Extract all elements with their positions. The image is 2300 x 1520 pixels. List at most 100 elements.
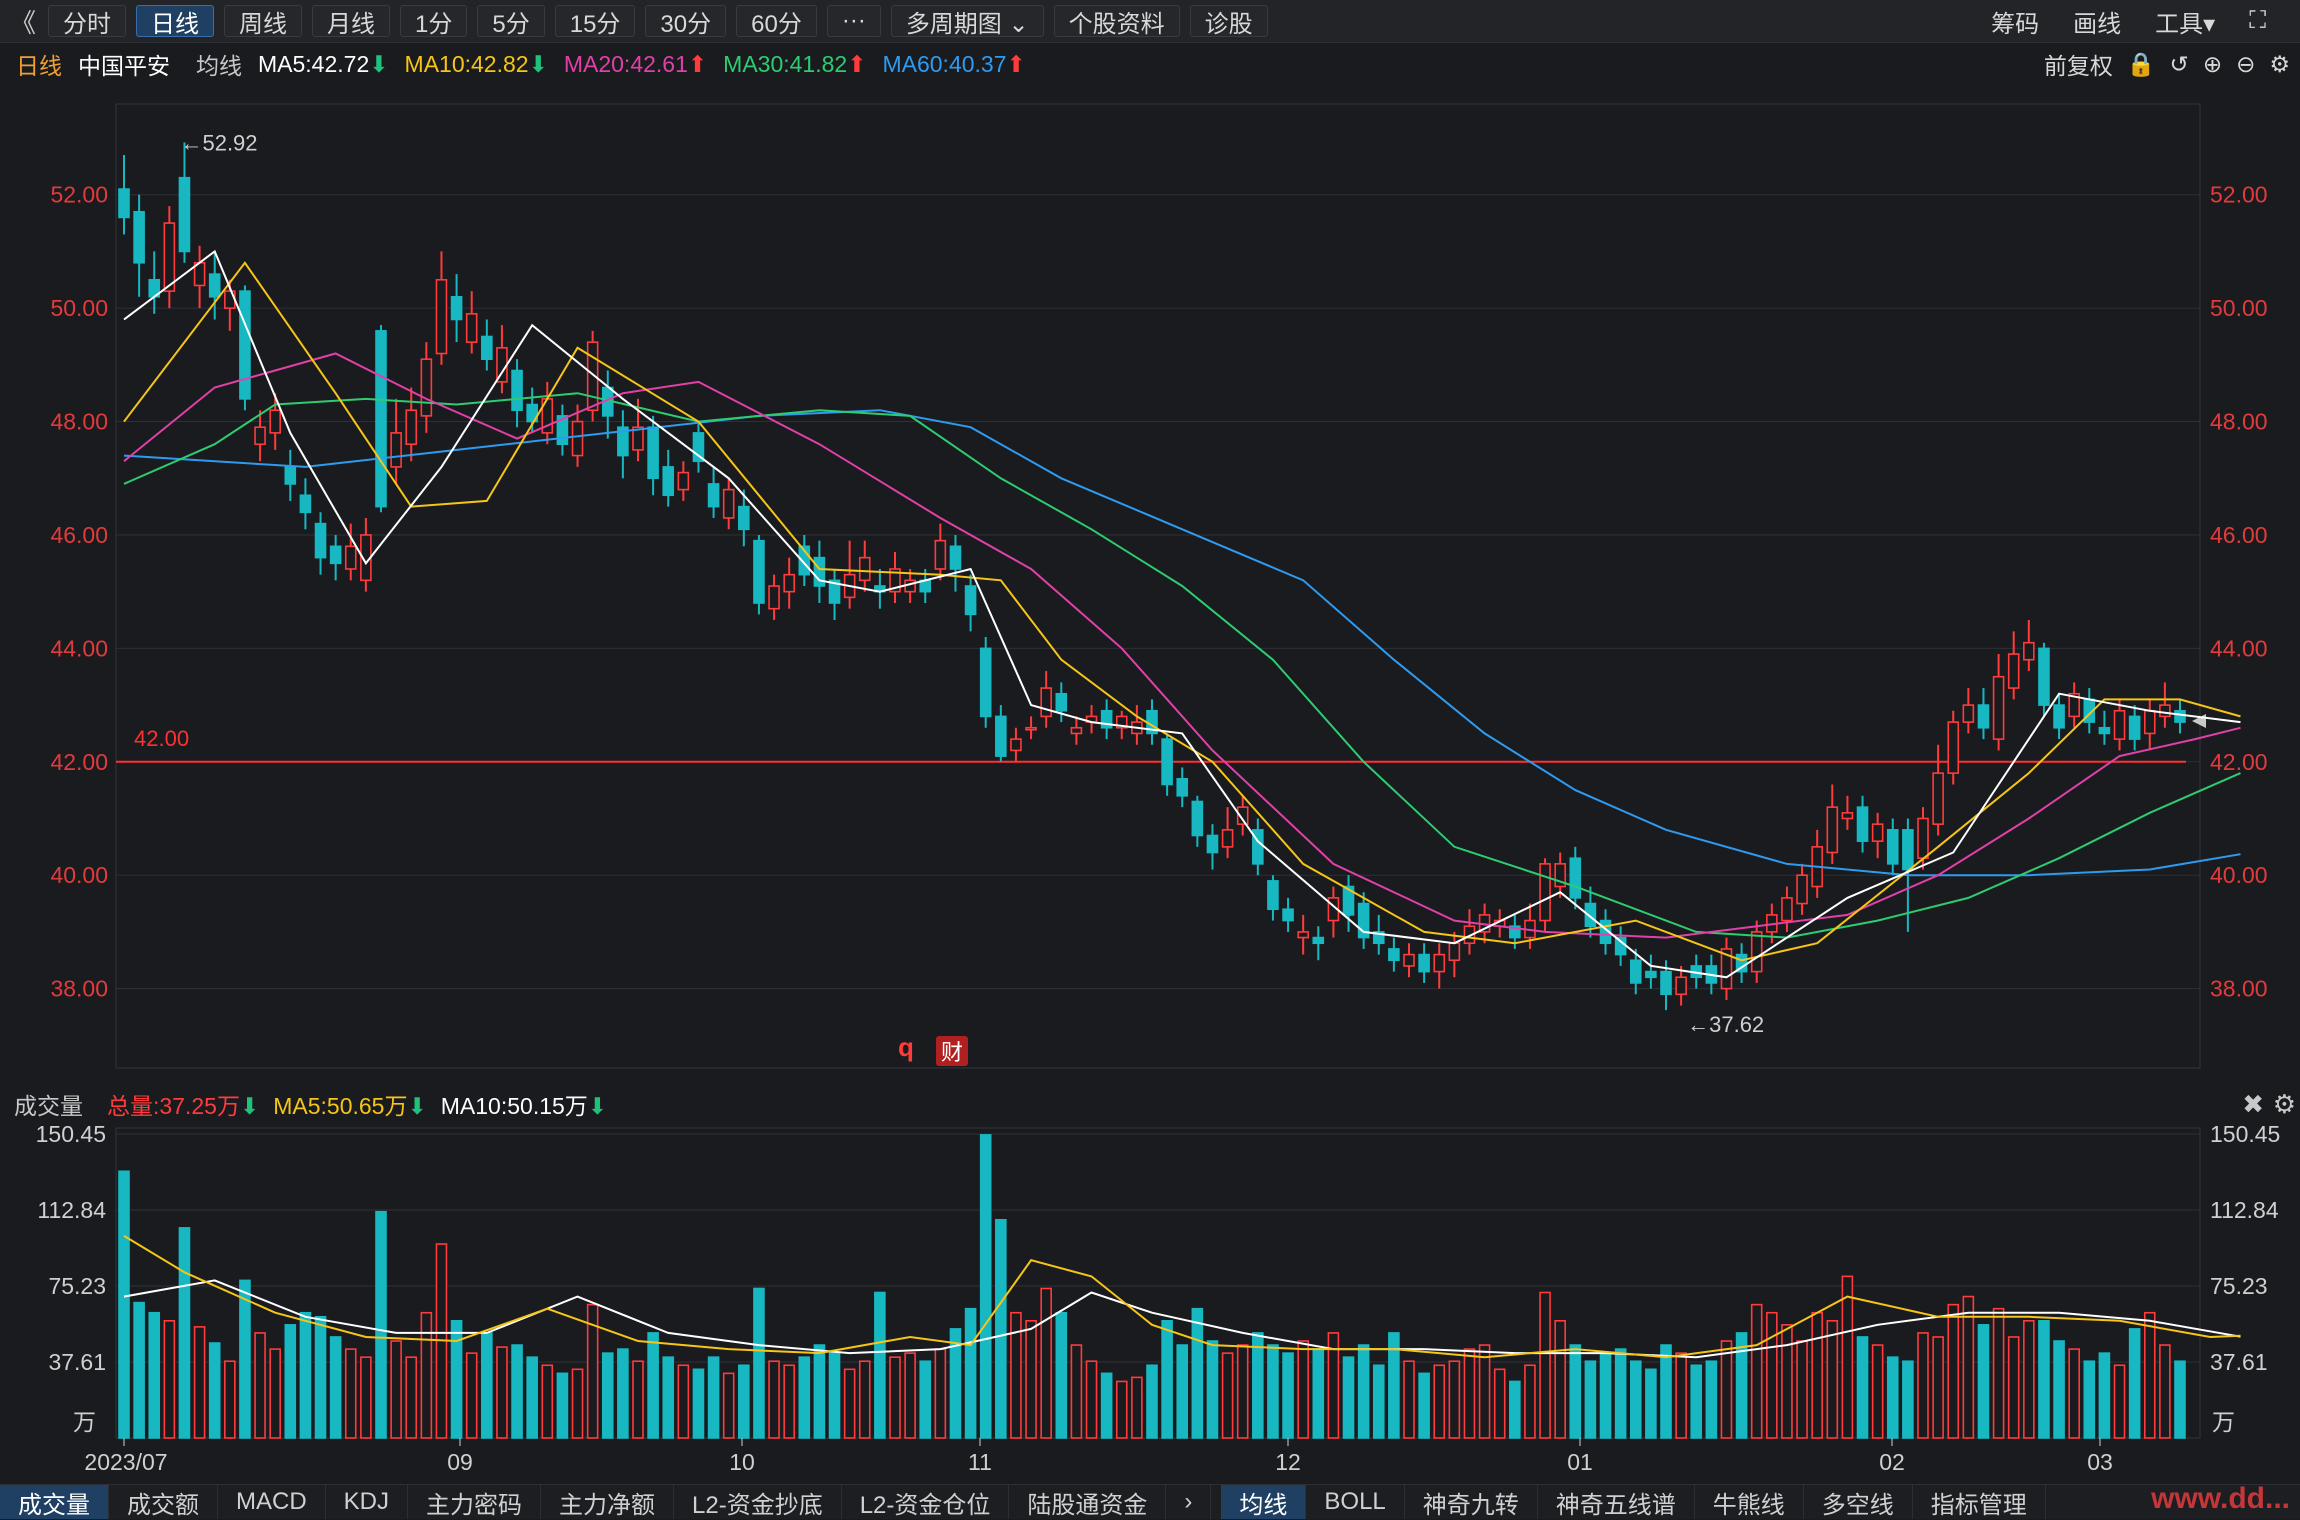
candle-body [647, 426, 659, 480]
volume-bar [1796, 1340, 1808, 1439]
period-button-5[interactable]: 5分 [477, 5, 545, 38]
candle-body [1962, 704, 1975, 723]
candle-body [798, 545, 811, 576]
candle-body [692, 432, 705, 463]
volume-bar [2128, 1328, 2141, 1439]
period-button-7[interactable]: 30分 [645, 5, 727, 38]
volume-bar [2159, 1344, 2171, 1439]
fullscreen-icon[interactable]: ⛶ [2249, 7, 2266, 34]
kline-chart[interactable]: 52.00 52.00 50.00 50.00 48.00 48.00 46.00 46.00… [0, 0, 2300, 1484]
volume-bar [1025, 1320, 1037, 1439]
candle-body [1645, 970, 1657, 979]
candle-body [1886, 829, 1899, 865]
volume-legend: 成交量 总量:37.25万⬇ MA5:50.65万⬇ MA10:50.15万⬇ … [0, 1086, 2300, 1122]
candle-body [1221, 829, 1234, 848]
tabs-scroll-right-icon[interactable]: › [1166, 1485, 1212, 1519]
period-button-11[interactable]: 个股资料 [1053, 5, 1180, 38]
volume-bar [1569, 1344, 1582, 1439]
tab-kdj[interactable]: KDJ [326, 1485, 409, 1519]
tools-button[interactable]: 工具▾ [2155, 10, 2216, 38]
candle-body [511, 369, 523, 412]
candle-body [1917, 817, 1929, 859]
ma-label[interactable]: 均线 [196, 53, 242, 79]
period-button-10[interactable]: 多周期图 ⌄ [890, 5, 1044, 38]
volume-bar [405, 1356, 418, 1439]
ma10-value: MA10:42.82⬇ [404, 50, 548, 77]
volume-bar [1070, 1344, 1083, 1439]
volume-settings-icon[interactable]: ⚙ [2272, 1088, 2296, 1119]
period-button-4[interactable]: 1分 [400, 5, 468, 38]
volume-bar [2083, 1360, 2096, 1439]
tab-ma[interactable]: 均线 [1221, 1485, 1307, 1519]
stock-name[interactable]: 中国平安 [78, 53, 170, 79]
volume-bar [1478, 1344, 1491, 1439]
period-label: 日线 [16, 53, 62, 79]
tab-long-short[interactable]: 多空线 [1804, 1485, 1913, 1519]
volume-bar [692, 1368, 705, 1439]
volume-bar [541, 1364, 554, 1439]
volume-bar [1720, 1340, 1733, 1439]
draw-line-button[interactable]: 画线 [2073, 10, 2122, 38]
period-button-8[interactable]: 60分 [736, 5, 817, 38]
lock-icon[interactable]: 🔒 [2126, 50, 2156, 77]
tab-turnover[interactable]: 成交额 [109, 1485, 218, 1519]
tab-main-code[interactable]: 主力密码 [408, 1485, 542, 1519]
period-button-2[interactable]: 周线 [224, 5, 302, 38]
volume-bar [617, 1348, 629, 1439]
period-button-12[interactable]: 诊股 [1189, 5, 1268, 38]
undo-icon[interactable]: ↺ [2169, 50, 2189, 77]
x-axis-label: 11 [968, 1449, 992, 1475]
price-tick-left: 40.00 [50, 862, 108, 888]
price-tick-left: 52.00 [50, 182, 108, 208]
volume-bar [662, 1356, 675, 1439]
tab-l2-bottom[interactable]: L2-资金抄底 [674, 1485, 842, 1519]
volume-bar [2038, 1320, 2050, 1439]
volume-bar [1055, 1311, 1068, 1439]
settings-icon[interactable]: ⚙ [2269, 50, 2290, 77]
chips-button[interactable]: 筹码 [1991, 10, 2040, 38]
tab-indicator-manage[interactable]: 指标管理 [1913, 1485, 2046, 1519]
candle-body [1357, 902, 1370, 939]
candle-body [118, 188, 130, 219]
adjust-mode-button[interactable]: 前复权 [2043, 53, 2113, 79]
candle-body [707, 483, 720, 508]
tab-main-net[interactable]: 主力净额 [541, 1485, 675, 1519]
candle-body [1176, 777, 1189, 797]
candle-body [1826, 806, 1839, 854]
tab-magic-five[interactable]: 神奇五线谱 [1538, 1485, 1695, 1519]
volume-total: 总量:37.25万⬇ [107, 1093, 260, 1119]
tab-hk-connect[interactable]: 陆股通资金 [1009, 1485, 1167, 1519]
zoom-in-icon[interactable]: ⊕ [2202, 50, 2223, 77]
volume-bar [1131, 1376, 1143, 1439]
tab-volume[interactable]: 成交量 [0, 1485, 109, 1519]
volume-bar [707, 1356, 720, 1439]
period-button-1[interactable]: 日线 [136, 5, 214, 38]
tab-bull-line[interactable]: 牛熊线 [1695, 1485, 1804, 1519]
tab-magic-nine[interactable]: 神奇九转 [1405, 1485, 1538, 1519]
volume-bar [647, 1332, 659, 1439]
price-panel-frame [115, 103, 2201, 1069]
volume-tick-right: 37.61 [2210, 1349, 2268, 1375]
volume-bar [148, 1311, 161, 1439]
close-volume-icon[interactable]: ✖ [2242, 1088, 2264, 1119]
x-axis-label: 01 [1567, 1449, 1593, 1475]
tab-macd[interactable]: MACD [218, 1485, 326, 1519]
period-button-3[interactable]: 月线 [312, 5, 390, 38]
period-button-0[interactable]: 分时 [48, 5, 126, 38]
price-tick-left: 38.00 [50, 976, 108, 1002]
volume-bar [2143, 1311, 2156, 1439]
period-button-6[interactable]: 15分 [554, 5, 636, 38]
volume-bar [1010, 1311, 1022, 1439]
price-tick-left: 46.00 [50, 522, 108, 548]
zoom-out-icon[interactable]: ⊖ [2236, 50, 2256, 77]
volume-bar [738, 1364, 750, 1439]
tab-l2-position[interactable]: L2-资金仓位 [842, 1485, 1010, 1519]
back-icon[interactable]: 《 [9, 7, 36, 38]
tab-boll[interactable]: BOLL [1306, 1485, 1405, 1519]
finance-marker: 财 [941, 1041, 963, 1066]
candle-body [254, 426, 266, 446]
period-button-9[interactable]: ··· [826, 5, 881, 37]
ma5-value: MA5:42.72⬇ [258, 50, 389, 77]
volume-bar [450, 1320, 463, 1439]
toolbar-right: 筹码 画线 工具▾ ⛶ [1991, 0, 2300, 42]
